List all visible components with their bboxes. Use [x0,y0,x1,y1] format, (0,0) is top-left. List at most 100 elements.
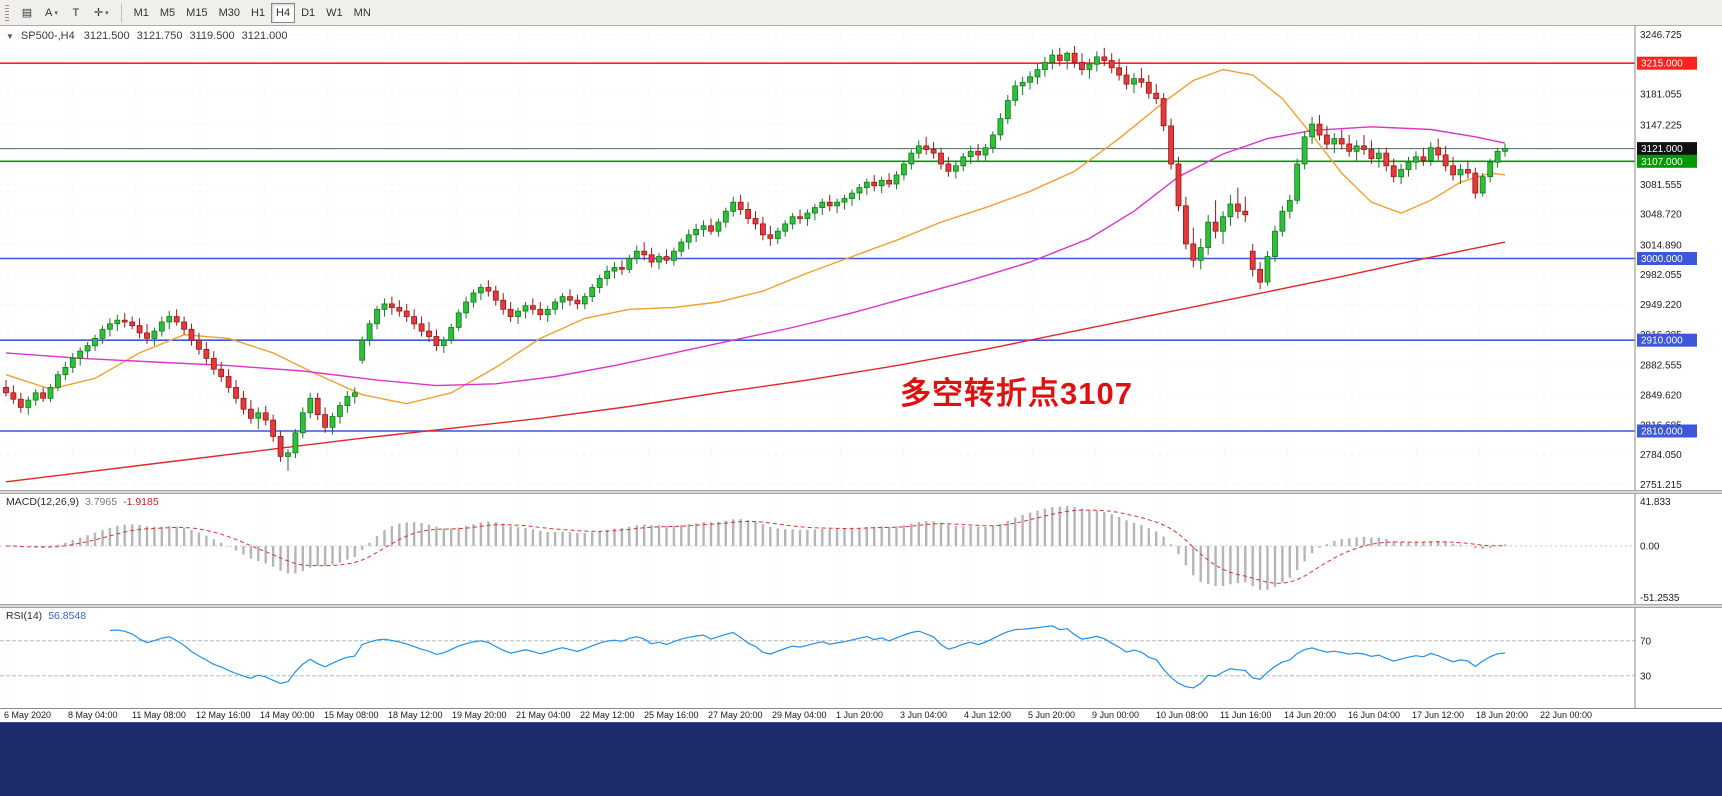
crosshair-icon: ✛ [93,7,104,19]
price-axis-label: 3048.720 [1640,210,1682,221]
svg-text:2810.000: 2810.000 [1641,427,1683,438]
price-axis-label: 2849.620 [1640,391,1682,402]
panel-splitter[interactable] [0,604,1722,608]
rsi-label: RSI(14) [6,610,43,622]
price-axis-label: 2784.050 [1640,450,1682,461]
main-chart-panel[interactable]: 3246.725 3181.055 3147.225 3081.555 3048.720… [0,26,1722,490]
price-axis-label: 3181.055 [1640,90,1682,101]
svg-text:3215.000: 3215.000 [1641,59,1683,70]
price-tag-2910.000 [1637,333,1697,347]
ohlc-high: 3121.750 [136,30,183,42]
time-axis-label: 14 Jun 20:00 [1284,710,1337,720]
arrow-tool-button[interactable]: A ▾ [40,3,63,23]
timeframe-toolbar: M1 M5 M15 M30 H1 H4 D1 W1 MN [129,2,376,23]
macd-axis-label: -51.2535 [1640,593,1680,604]
time-axis-label: 11 Jun 16:00 [1220,710,1272,720]
time-axis-label: 15 May 08:00 [324,710,379,720]
macd-panel[interactable]: 41.833 0.00 -51.2535 MACD(12,26,9) 3.7965 … [0,494,1722,604]
chart-title: ▼ SP500-,H4 3121.500 3121.750 3119.500 3… [6,30,287,42]
price-axis-label: 2882.555 [1640,361,1682,372]
macd-signal-value: -1.9185 [123,496,159,508]
time-axis-label: 8 May 04:00 [68,710,118,720]
timeframe-button-M5[interactable]: M5 [155,3,180,23]
time-axis-label: 5 Jun 20:00 [1028,710,1076,720]
time-axis-label: 16 Jun 04:00 [1348,710,1401,720]
svg-text:3000.000: 3000.000 [1641,254,1683,265]
candlestick-chart[interactable]: 3246.725 3181.055 3147.225 3081.555 3048.720… [0,26,1722,490]
time-axis-label: 21 May 04:00 [516,710,571,720]
time-axis-label: 9 Jun 00:00 [1092,710,1140,720]
ma-fast-orange [5,68,1506,405]
time-axis-label: 14 May 00:00 [260,710,315,720]
timeframe-button-MN[interactable]: MN [349,3,376,23]
timeframe-button-D1[interactable]: D1 [296,3,320,23]
time-axis[interactable]: 6 May 2020 8 May 04:00 11 May 08:00 12 May … [0,708,1722,722]
price-tag-3215.000 [1637,56,1697,70]
time-axis-label: 27 May 20:00 [708,710,763,720]
timeframe-button-M1[interactable]: M1 [129,3,154,23]
time-axis-label: 10 Jun 08:00 [1156,710,1209,720]
macd-chart[interactable]: 41.833 0.00 -51.2535 [0,494,1722,604]
timeframe-button-M30[interactable]: M30 [214,3,245,23]
toolbar-separator [120,3,122,22]
time-axis-label: 22 Jun 00:00 [1540,710,1593,720]
price-axis-label: 3081.555 [1640,180,1682,191]
time-axis-label: 1 Jun 20:00 [836,710,884,720]
rsi-panel[interactable]: 70 30 RSI(14) 56.8548 [0,608,1722,708]
svg-text:2910.000: 2910.000 [1641,336,1683,347]
chevron-down-icon: ▾ [105,9,109,17]
arrow-tool-icon: A [45,6,53,19]
price-axis-label: 3014.890 [1640,240,1682,251]
ohlc-close: 3121.000 [241,30,288,42]
bottom-bar [0,722,1722,796]
macd-label: MACD(12,26,9) [6,496,79,508]
rsi-line [109,625,1506,689]
ma-slow-red [5,241,1506,483]
svg-text:3121.000: 3121.000 [1641,144,1683,155]
rsi-chart[interactable]: 70 30 [0,608,1722,708]
time-axis-label: 17 Jun 12:00 [1412,710,1465,720]
time-axis-label: 11 May 08:00 [132,710,186,720]
toolbar-grip[interactable] [5,4,9,21]
time-axis-label: 6 May 2020 [4,710,52,720]
chart-type-button[interactable]: ▤ [16,3,38,23]
collapse-arrow-icon[interactable]: ▼ [6,31,14,41]
price-axis-label: 2949.220 [1640,300,1682,311]
macd-signal-line [5,509,1506,584]
panel-splitter[interactable] [0,490,1722,494]
ma-mid-magenta [5,126,1506,387]
timeframe-button-W1[interactable]: W1 [321,3,348,23]
price-axis-label: 3246.725 [1640,30,1682,41]
timeframe-button-M15[interactable]: M15 [181,3,212,23]
price-axis-label: 2982.055 [1640,270,1682,281]
macd-main-value: 3.7965 [84,496,118,508]
rsi-title: RSI(14) 56.8548 [6,610,86,622]
price-tag-3000.000 [1637,252,1697,265]
crosshair-tool-button[interactable]: ✛ ▾ [89,3,114,23]
ohlc-open: 3121.500 [83,30,130,42]
price-tag-2810.000 [1637,424,1697,438]
candlesticks [3,46,1508,471]
time-axis-label: 25 May 16:00 [644,710,699,720]
rsi-value: 56.8548 [48,610,87,622]
time-axis-label: 18 May 12:00 [388,710,443,720]
timeframe-button-H1[interactable]: H1 [246,3,270,23]
chart-annotation: 多空转折点3107 [900,376,1133,411]
macd-axis-label: 41.833 [1640,497,1671,508]
time-axis-label: 19 May 20:00 [452,710,507,720]
rsi-axis-label: 30 [1640,671,1652,682]
ohlc-low: 3119.500 [189,30,235,42]
time-axis-label: 18 Jun 20:00 [1476,710,1529,720]
time-axis-label: 29 May 04:00 [772,710,827,720]
timeframe-button-H4[interactable]: H4 [271,2,296,23]
price-axis-label: 2751.215 [1640,480,1682,490]
time-axis-label: 3 Jun 04:00 [900,710,948,720]
macd-title: MACD(12,26,9) 3.7965 -1.9185 [6,496,159,508]
macd-histogram [34,506,1507,590]
macd-axis-label: 0.00 [1640,542,1660,553]
svg-text:3107.000: 3107.000 [1641,157,1683,168]
text-tool-icon: T [72,6,80,19]
text-tool-button[interactable]: T [65,3,87,23]
symbol-label: SP500-,H4 [20,30,75,42]
